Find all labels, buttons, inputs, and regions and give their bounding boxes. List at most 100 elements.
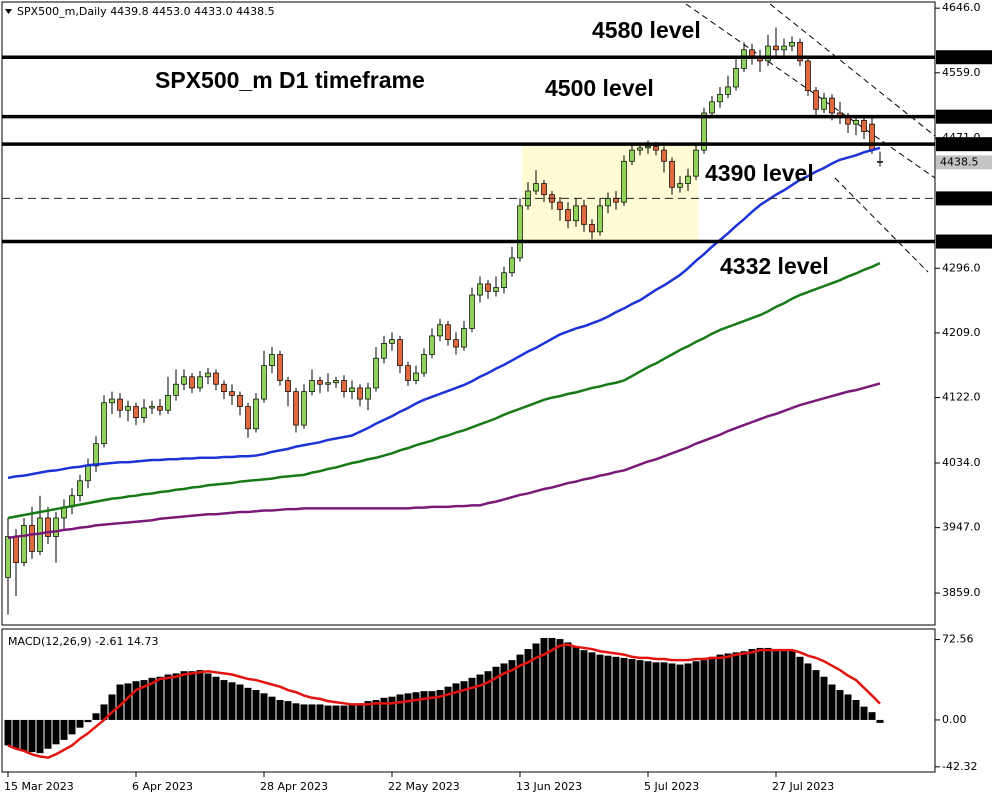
candle-body [437,324,443,337]
macd-bar [628,659,636,720]
candle-body [493,287,499,292]
candle-body [205,372,211,378]
macd-bar [828,684,836,720]
candle-body [269,354,275,366]
candle-body [861,120,867,132]
price-label: 4390.0 [940,191,979,204]
candle-body [253,398,259,430]
macd-bar [756,647,764,720]
last-price-label: 4438.5 [940,155,979,168]
macd-bar [52,719,60,745]
y-tick-label: 4296.0 [942,261,981,274]
candle-body [365,387,371,400]
candle-body [477,283,483,296]
candle-body [469,294,475,329]
macd-bar [876,719,884,723]
price-label-box [936,50,992,65]
price-label: 4580.0 [940,50,979,63]
annotation-layer: SPX500_m D1 timeframe 4580 level 4500 leve… [155,17,829,279]
macd-bar [844,694,852,720]
candle-body [397,339,403,366]
candle-body [293,391,299,426]
macd-bar [84,719,92,723]
macd-bar [404,693,412,720]
candle-body [317,380,323,385]
macd-bar [452,683,460,720]
candle-body [797,42,803,62]
candle-body [509,257,515,274]
macd-bar [172,673,180,720]
macd-bar [228,682,236,720]
macd-bar [28,719,36,753]
macd-bar [740,651,748,720]
macd-bar [732,652,740,720]
candle-body [277,354,283,381]
annotation: SPX500_m D1 timeframe [155,67,425,93]
candle-body [285,380,291,392]
price-label-box [936,234,992,249]
macd-bar [676,664,684,720]
candle-body [5,536,11,578]
signal-line [7,643,881,759]
candle-body [429,335,435,355]
candle-body [653,146,659,151]
macd-bar [316,704,324,720]
macd-bar [196,670,204,720]
candle-body [565,209,571,222]
macd-bar [68,719,76,735]
macd-bar [604,655,612,720]
macd-bar [532,643,540,720]
macd-bar [748,649,756,720]
macd-bar [852,700,860,720]
candle-body [301,391,307,426]
macd-bar [692,661,700,720]
candle-body [333,380,339,384]
candle-body [53,517,59,537]
macd-bar [124,683,132,720]
macd-bar [308,704,316,720]
macd-bar [668,663,676,720]
macd-bar [836,690,844,720]
candle-body [341,380,347,392]
candle-body [461,328,467,348]
macd-bar [508,660,516,720]
channel-line [769,3,936,137]
candle-body [709,101,715,114]
price-label: 4500.0 [940,110,979,123]
candle-body [877,161,883,163]
level-layer [2,55,935,244]
macd-bar [652,662,660,720]
macd-bar [460,681,468,720]
macd-bar [548,637,556,720]
macd-bar [724,653,732,720]
candle-body [669,160,675,188]
candle-body [373,357,379,389]
macd-bar [796,656,804,720]
header-icon [5,9,12,14]
macd-bar [612,656,620,720]
macd-bar [380,697,388,720]
macd-bar [132,681,140,720]
macd-bar [140,680,148,720]
macd-bar [436,690,444,720]
macd-bar [20,719,28,751]
x-tick-label: 13 Jun 2023 [516,780,582,793]
macd-bar [564,642,572,720]
candle-body [765,45,771,62]
candle-body [733,68,739,88]
macd-bar [868,712,876,720]
y-tick-label: 4646.0 [942,1,981,14]
macd-bar [180,671,188,720]
candle-body [261,365,267,400]
candle-body [637,147,643,151]
macd-header: MACD(12,26,9) -2.61 14.73 [8,635,159,648]
price-label: 4463.0 [940,137,979,150]
y-tick-label: 4559.0 [942,66,981,79]
macd-bar [764,647,772,720]
x-tick-label: 5 Jul 2023 [644,780,699,793]
candle-body [101,402,107,445]
y-tick-label: 3947.0 [942,521,981,534]
macd-bar [396,694,404,720]
candle-body [357,387,363,400]
